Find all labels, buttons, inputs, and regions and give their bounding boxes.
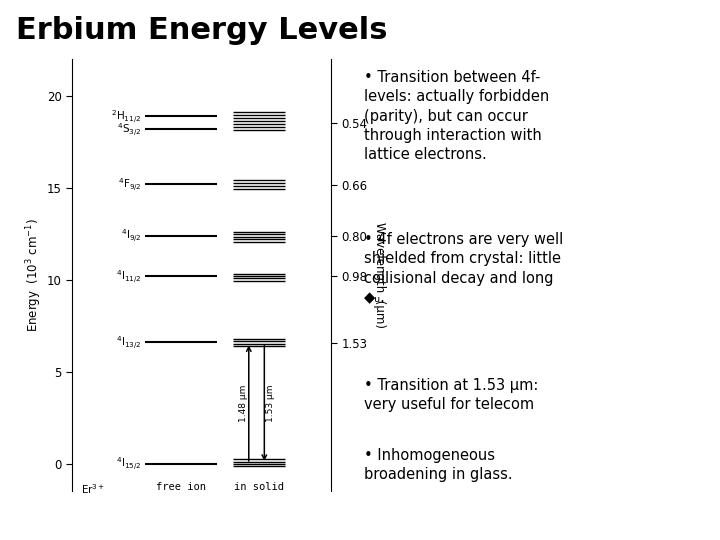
Text: $^2$H$_{11/2}$: $^2$H$_{11/2}$ xyxy=(112,108,141,125)
Text: • Inhomogeneous
broadening in glass.: • Inhomogeneous broadening in glass. xyxy=(364,448,512,482)
Text: in solid: in solid xyxy=(233,482,284,492)
Text: • Transition at 1.53 μm:
very useful for telecom: • Transition at 1.53 μm: very useful for… xyxy=(364,378,538,412)
Text: 1.48 µm: 1.48 µm xyxy=(239,384,248,422)
Text: $^4$I$_{15/2}$: $^4$I$_{15/2}$ xyxy=(116,455,141,472)
Text: $^4$I$_{11/2}$: $^4$I$_{11/2}$ xyxy=(116,268,141,285)
Text: $^4$F$_{9/2}$: $^4$F$_{9/2}$ xyxy=(117,176,141,193)
Text: 1.53 µm: 1.53 µm xyxy=(266,384,275,422)
Text: $^4$S$_{3/2}$: $^4$S$_{3/2}$ xyxy=(117,121,141,138)
Text: Erbium Energy Levels: Erbium Energy Levels xyxy=(16,16,387,45)
Text: • Transition between 4f-
levels: actually forbidden
(parity), but can occur
thro: • Transition between 4f- levels: actuall… xyxy=(364,70,549,162)
Text: $^4$I$_{9/2}$: $^4$I$_{9/2}$ xyxy=(121,227,141,244)
Y-axis label: Energy  $(10^3$ cm$^{-1})$: Energy $(10^3$ cm$^{-1})$ xyxy=(24,219,44,332)
Text: Er$^{3+}$: Er$^{3+}$ xyxy=(81,482,105,496)
Text: $^4$I$_{13/2}$: $^4$I$_{13/2}$ xyxy=(116,334,141,351)
Text: free ion: free ion xyxy=(156,482,206,492)
Text: • 4f electrons are very well
shielded from crystal: little
collisional decay and: • 4f electrons are very well shielded fr… xyxy=(364,232,563,305)
Y-axis label: Wavelength  (µm): Wavelength (µm) xyxy=(373,222,387,328)
